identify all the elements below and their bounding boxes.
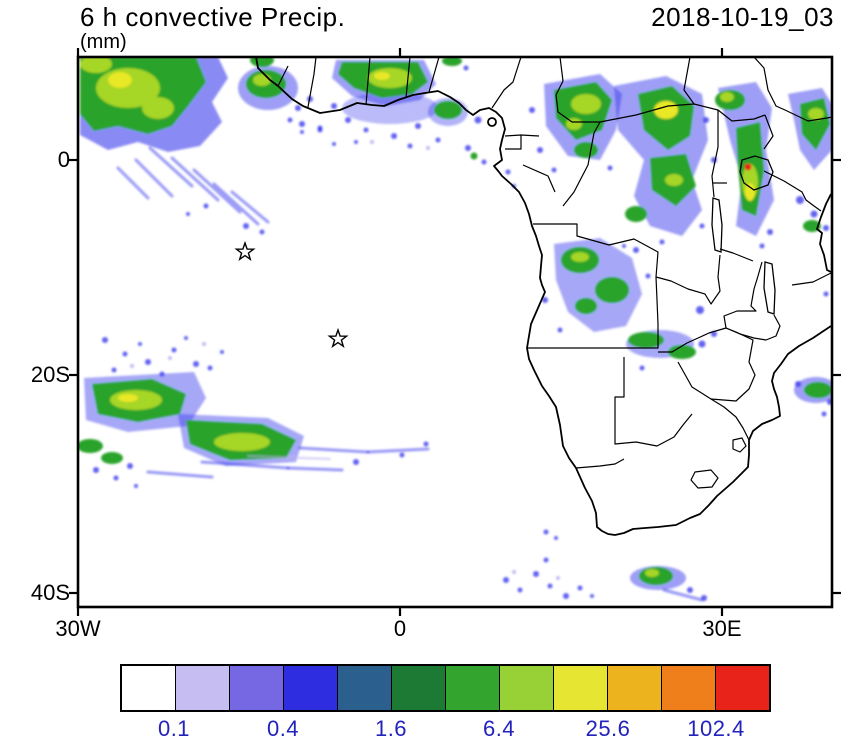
- precipitation-field: [78, 57, 832, 602]
- colorbar-cell: [230, 666, 284, 710]
- colorbar-cell: [662, 666, 716, 710]
- x-axis-label-30w: 30W: [55, 616, 101, 641]
- colorbar-tick-label: 6.4: [482, 716, 516, 741]
- colorbar-tick-label: 0.1: [157, 716, 191, 741]
- map-frame: [69, 48, 841, 616]
- y-axis-label-20s: 20S: [30, 362, 70, 387]
- axis-ticks: [69, 48, 841, 616]
- y-axis-label-0: 0: [57, 147, 70, 172]
- colorbar-cell: [446, 666, 500, 710]
- country-borders: [277, 57, 832, 489]
- colorbar-cell: [554, 666, 608, 710]
- x-axis-label-0: 0: [393, 616, 407, 641]
- colorbar-cell: [716, 666, 769, 710]
- colorbar-tick-label: 0.4: [266, 716, 300, 741]
- timestamp: 2018-10-19_03: [651, 2, 834, 32]
- units-label: (mm): [80, 31, 127, 53]
- star-marker: [234, 240, 256, 262]
- colorbar-cell: [176, 666, 230, 710]
- lakes: [711, 155, 776, 315]
- colorbar-tick-label: 25.6: [585, 716, 631, 741]
- colorbar-cell: [608, 666, 662, 710]
- colorbar: [120, 664, 771, 712]
- colorbar-cell: [284, 666, 338, 710]
- colorbar-cell: [122, 666, 176, 710]
- colorbar-cell: [500, 666, 554, 710]
- africa-coastline: [255, 57, 832, 536]
- star-marker: [327, 327, 349, 349]
- colorbar-tick-label: 102.4: [687, 716, 745, 741]
- colorbar-tick-label: 1.6: [374, 716, 408, 741]
- x-axis-label-30e: 30E: [702, 616, 742, 641]
- y-axis-label-40s: 40S: [30, 580, 70, 605]
- page-title: 6 h convective Precip.: [80, 2, 346, 32]
- colorbar-cell: [338, 666, 392, 710]
- colorbar-cell: [392, 666, 446, 710]
